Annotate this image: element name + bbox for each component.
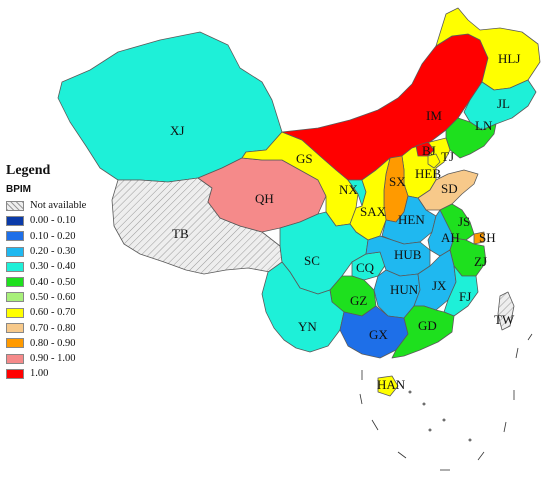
legend-swatch xyxy=(6,292,24,303)
label-han: HAN xyxy=(377,377,406,392)
label-ah: AH xyxy=(441,230,460,245)
legend-item: 0.50 - 0.60 xyxy=(6,290,116,305)
legend-item: 1.00 xyxy=(6,366,116,381)
legend-swatch xyxy=(6,307,24,318)
legend-item: 0.60 - 0.70 xyxy=(6,305,116,320)
legend-item-label: 0.50 - 0.60 xyxy=(30,291,76,303)
label-hun: HUN xyxy=(390,282,419,297)
legend-swatch xyxy=(6,277,24,288)
legend-swatch xyxy=(6,368,24,379)
legend-item: 0.80 - 0.90 xyxy=(6,336,116,351)
province-bj xyxy=(415,141,435,157)
label-sx: SX xyxy=(389,174,406,189)
legend-item: 0.90 - 1.00 xyxy=(6,351,116,366)
label-sh: SH xyxy=(479,230,496,245)
province-tw xyxy=(497,291,515,331)
label-jl: JL xyxy=(497,96,510,111)
legend-item: 0.70 - 0.80 xyxy=(6,320,116,335)
province-jl xyxy=(463,79,537,131)
label-cq: CQ xyxy=(356,260,375,275)
province-han xyxy=(377,375,399,397)
legend-item: 0.30 - 0.40 xyxy=(6,259,116,274)
label-gz: GZ xyxy=(350,293,367,308)
legend-item: 0.40 - 0.50 xyxy=(6,274,116,289)
label-yn: YN xyxy=(298,319,317,334)
label-zj: ZJ xyxy=(474,254,487,269)
legend-item: Not available xyxy=(6,198,116,213)
legend-item-label: 0.40 - 0.50 xyxy=(30,276,76,288)
province-tj xyxy=(427,153,441,169)
label-tb: TB xyxy=(172,226,189,241)
legend-subtitle: BPIM xyxy=(6,184,31,195)
legend-items: Not available 0.00 - 0.10 0.10 - 0.20 0.… xyxy=(6,198,116,382)
legend-item-label: 1.00 xyxy=(30,368,49,380)
label-sd: SD xyxy=(441,181,458,196)
legend-item: 0.20 - 0.30 xyxy=(6,244,116,259)
label-gs: GS xyxy=(296,151,313,166)
label-fj: FJ xyxy=(459,289,471,304)
label-nx: NX xyxy=(339,182,358,197)
label-ln: LN xyxy=(475,118,493,133)
legend-item-label: 0.70 - 0.80 xyxy=(30,322,76,334)
label-hen: HEN xyxy=(398,212,425,227)
legend-item-label: 0.20 - 0.30 xyxy=(30,246,76,258)
legend-swatch xyxy=(6,215,24,226)
label-sax: SAX xyxy=(360,204,387,219)
province-ln xyxy=(445,117,497,159)
province-gd xyxy=(391,305,455,359)
legend-item-label: Not available xyxy=(30,200,87,212)
label-heb: HEB xyxy=(415,166,441,181)
map-legend: Legend BPIM Not available 0.00 - 0.10 0.… xyxy=(6,163,116,382)
label-jx: JX xyxy=(432,278,447,293)
legend-item: 0.10 - 0.20 xyxy=(6,229,116,244)
label-qh: QH xyxy=(255,191,274,206)
legend-item-label: 0.60 - 0.70 xyxy=(30,307,76,319)
province-sd xyxy=(417,169,479,211)
label-bj: BJ xyxy=(422,143,436,158)
label-xj: XJ xyxy=(170,123,184,138)
legend-swatch xyxy=(6,338,24,349)
province-fj xyxy=(443,265,479,317)
legend-swatch xyxy=(6,200,24,211)
label-tw: TW xyxy=(494,312,515,327)
label-hlj: HLJ xyxy=(498,51,520,66)
legend-item-label: 0.80 - 0.90 xyxy=(30,337,76,349)
province-sh xyxy=(473,231,485,245)
label-js: JS xyxy=(458,214,470,229)
label-hub: HUB xyxy=(394,247,422,262)
label-tj: TJ xyxy=(441,149,454,164)
legend-item-label: 0.00 - 0.10 xyxy=(30,215,76,227)
legend-swatch xyxy=(6,261,24,272)
legend-swatch xyxy=(6,246,24,257)
province-hlj xyxy=(435,7,541,91)
legend-swatch xyxy=(6,323,24,334)
legend-swatch xyxy=(6,231,24,242)
label-im: IM xyxy=(426,108,442,123)
label-sc: SC xyxy=(304,253,320,268)
label-gx: GX xyxy=(369,327,388,342)
south-china-sea-dashes xyxy=(359,333,533,471)
label-gd: GD xyxy=(418,318,437,333)
legend-item: 0.00 - 0.10 xyxy=(6,213,116,228)
legend-title: Legend xyxy=(6,163,51,178)
legend-item-label: 0.30 - 0.40 xyxy=(30,261,76,273)
legend-item-label: 0.10 - 0.20 xyxy=(30,230,76,242)
legend-swatch xyxy=(6,353,24,364)
legend-item-label: 0.90 - 1.00 xyxy=(30,353,76,365)
